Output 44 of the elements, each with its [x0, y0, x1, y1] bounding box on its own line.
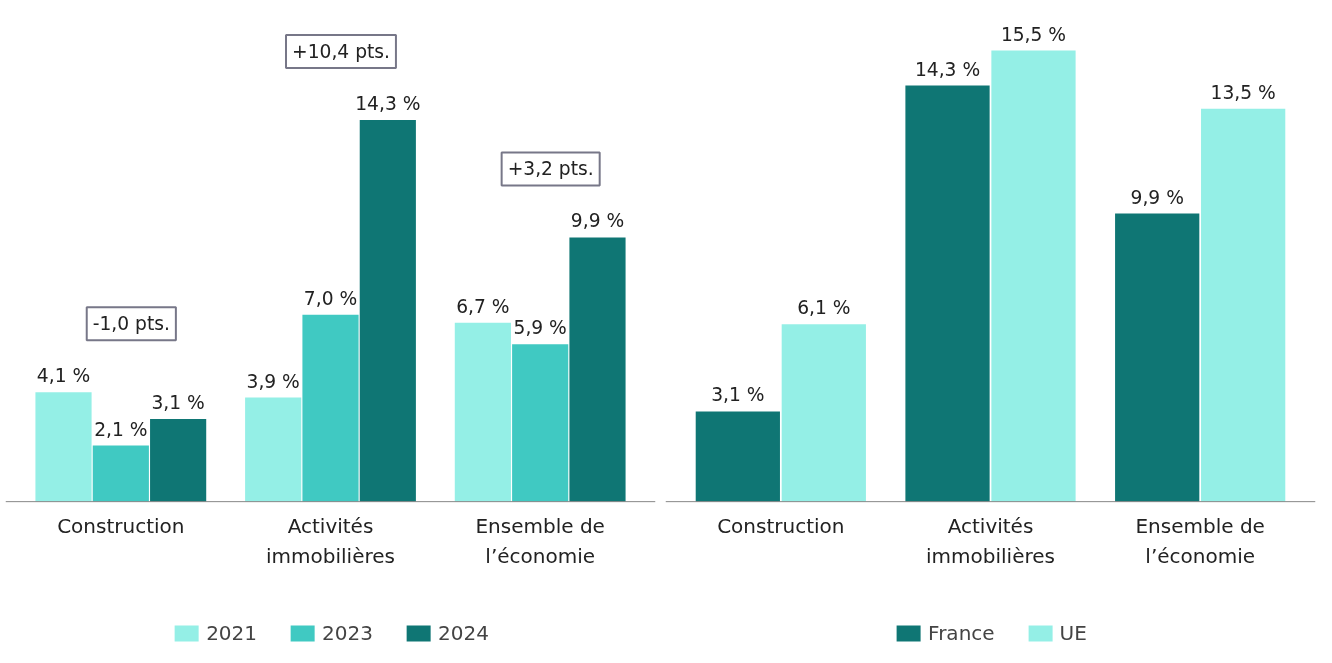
bar: [150, 418, 207, 502]
text: +10,4 pts.: [292, 41, 390, 62]
bar: [454, 322, 511, 502]
data-label: 4,1 %: [36, 365, 91, 387]
x-tick-label: Activités immobilières: [266, 513, 395, 568]
bar: [92, 445, 149, 502]
bar: [569, 237, 626, 502]
data-label: 15,5 %: [1000, 23, 1067, 45]
legend-label: France: [928, 621, 995, 645]
data-label: 2,1 %: [94, 418, 148, 440]
data-label: 13,5 %: [1210, 81, 1276, 103]
x-tick-label: Ensemble de l’économie: [475, 513, 605, 568]
annotation: +3,2 pts.: [507, 158, 594, 180]
bar: [905, 85, 990, 502]
bar: [35, 392, 92, 502]
data-label: 14,3 %: [355, 93, 421, 114]
legend-label: 2023: [322, 621, 373, 645]
data-label: 3,1 %: [711, 384, 765, 406]
bar: [1201, 108, 1286, 502]
annotation: -1,0 pts.: [92, 313, 170, 335]
data-label: 14,3 %: [914, 58, 981, 80]
bar: [781, 324, 866, 502]
bar: [302, 314, 359, 502]
data-label: 3,1 %: [151, 391, 205, 413]
legend-label: 2024: [437, 621, 489, 645]
legend-label: UE: [1059, 621, 1087, 645]
bar: [512, 344, 569, 502]
bar: [695, 411, 780, 502]
data-label: 3,9 %: [246, 370, 300, 392]
x-tick-label: Construction: [717, 513, 845, 538]
bar: [245, 397, 302, 502]
legend-label: 2021: [206, 621, 258, 645]
data-label: 6,7 %: [456, 295, 510, 317]
x-tick-label: Ensemble de l’économie: [1135, 513, 1265, 568]
data-label: 7,0 %: [303, 287, 358, 309]
bar: [991, 50, 1076, 502]
bar: [359, 120, 416, 502]
data-label: 5,9 %: [513, 317, 567, 339]
data-label: 9,9 %: [1130, 186, 1184, 208]
x-tick-label: Construction: [57, 513, 185, 538]
bar: [1115, 213, 1200, 502]
data-label: 9,9 %: [570, 210, 625, 232]
data-label: 6,1 %: [797, 297, 851, 319]
x-tick-label: Activités immobilières: [926, 513, 1055, 568]
